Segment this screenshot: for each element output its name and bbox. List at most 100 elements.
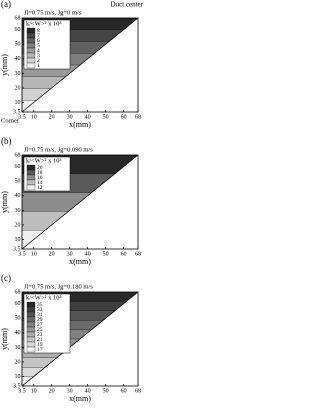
panel-label: (b) [1, 136, 12, 146]
x-axis-label: x(mm) [69, 257, 91, 266]
y-tick-label: 30 [15, 345, 21, 351]
colorbar-swatch [26, 321, 36, 328]
y-tick-label: 10 [15, 237, 21, 243]
colorbar-swatch [26, 301, 36, 308]
x-tick-label: 50 [103, 388, 109, 394]
x-tick-label: 3.5 [18, 388, 26, 394]
y-axis-label: y(mm) [0, 328, 9, 350]
x-tick-label: 30 [67, 388, 73, 394]
y-tick-label: 60 [15, 164, 21, 170]
colorbar-swatch [26, 47, 36, 54]
colorbar-swatch [26, 32, 36, 39]
colorbar-swatch [26, 169, 36, 176]
x-tick-label: 10 [31, 388, 37, 394]
subtitle: Jl=0.75 m/s, Jg=0.090 m/s [24, 146, 93, 153]
x-axis-label: x(mm) [69, 394, 91, 403]
y-tick-label: 10 [15, 374, 21, 380]
colorbar-label: 31 [37, 312, 43, 318]
colorbar-label: 2 [37, 58, 40, 64]
colorbar-swatch [26, 184, 36, 191]
colorbar-swatch [26, 316, 36, 323]
y-tick-label: 50 [15, 179, 21, 185]
y-axis-label: y(mm) [0, 191, 9, 213]
x-tick-label: 68 [135, 388, 141, 394]
colorbar-label: 3 [37, 53, 40, 59]
colorbar-swatch [26, 57, 36, 64]
x-tick-label: 20 [49, 114, 55, 120]
diagonal [21, 17, 139, 113]
x-tick-label: 20 [49, 388, 55, 394]
y-tick-label: 3.5 [13, 109, 21, 115]
x-tick-label: 20 [49, 251, 55, 257]
y-tick-label: 40 [15, 330, 21, 336]
colorbar-label: 17 [37, 347, 43, 353]
y-tick-label: 40 [15, 56, 21, 62]
x-tick-label: 68 [135, 114, 141, 120]
colorbar-swatch [26, 164, 36, 171]
x-tick-label: 10 [31, 251, 37, 257]
colorbar-label: 29 [37, 317, 43, 323]
plot-frame [21, 291, 139, 387]
colorbar-swatch [26, 27, 36, 34]
duct-center-note: Duct center [111, 1, 144, 9]
colorbar-label: 33 [37, 307, 43, 313]
y-tick-label: 20 [15, 85, 21, 91]
colorbar-label: 1 [37, 63, 40, 69]
colorbar-swatch [26, 62, 36, 69]
y-tick-label: 60 [15, 301, 21, 307]
y-tick-label: 20 [15, 222, 21, 228]
x-tick-label: 3.5 [18, 251, 26, 257]
y-tick-label: 60 [15, 27, 21, 33]
diagonal [21, 154, 139, 250]
colorbar-label: 6 [37, 38, 40, 44]
x-tick-label: 40 [85, 388, 91, 394]
colorbar-label: 12 [37, 185, 43, 191]
x-tick-label: 40 [85, 114, 91, 120]
colorbar-label: 7 [37, 33, 40, 39]
colorbar-swatch [26, 336, 36, 343]
colorbar-swatch [26, 52, 36, 59]
y-tick-label: 68 [15, 152, 21, 158]
colorbar-label: 25 [37, 327, 43, 333]
x-tick-label: 30 [67, 251, 73, 257]
corner-note: Corner [1, 117, 20, 124]
y-tick-label: 68 [15, 15, 21, 21]
x-tick-label: 50 [103, 251, 109, 257]
y-tick-label: 30 [15, 71, 21, 77]
x-axis-label: x(mm) [69, 120, 91, 129]
colorbar-swatch [26, 37, 36, 44]
x-tick-label: 50 [103, 114, 109, 120]
colorbar-title: k/<W>² x 10³ [26, 157, 61, 164]
plot-frame [21, 154, 139, 250]
y-tick-label: 68 [15, 289, 21, 295]
colorbar-title: k/<W>² x 10³ [26, 294, 61, 301]
panel-label: (c) [1, 273, 11, 283]
x-tick-label: 30 [67, 114, 73, 120]
colorbar-label: 27 [37, 322, 43, 328]
colorbar-title: k/<W>² x 10³ [26, 20, 61, 27]
x-tick-label: 60 [121, 114, 127, 120]
x-tick-label: 3.5 [18, 114, 26, 120]
x-tick-label: 10 [31, 114, 37, 120]
colorbar-swatch [26, 42, 36, 49]
y-tick-label: 20 [15, 359, 21, 365]
colorbar-label: 19 [37, 342, 43, 348]
x-tick-label: 60 [121, 388, 127, 394]
x-tick-label: 68 [135, 251, 141, 257]
colorbar-label: 14 [37, 180, 43, 186]
y-tick-label: 50 [15, 316, 21, 322]
y-tick-label: 40 [15, 193, 21, 199]
colorbar-label: 20 [37, 165, 43, 171]
y-tick-label: 10 [15, 100, 21, 106]
figure: (a) Jl=0.75 m/s, Jg=0 m/s Duct center k/<W>… [0, 0, 144, 403]
colorbar-label: 4 [37, 48, 40, 54]
x-tick-label: 60 [121, 251, 127, 257]
colorbar-swatch [26, 179, 36, 186]
colorbar-swatch [26, 326, 36, 333]
colorbar-label: 16 [37, 175, 43, 181]
colorbar-label: 23 [37, 332, 43, 338]
colorbar-swatch [26, 341, 36, 348]
y-tick-label: 3.5 [13, 246, 21, 252]
subtitle: Jl=0.75 m/s, Jg=0 m/s [24, 9, 82, 16]
colorbar-swatch [26, 346, 36, 353]
